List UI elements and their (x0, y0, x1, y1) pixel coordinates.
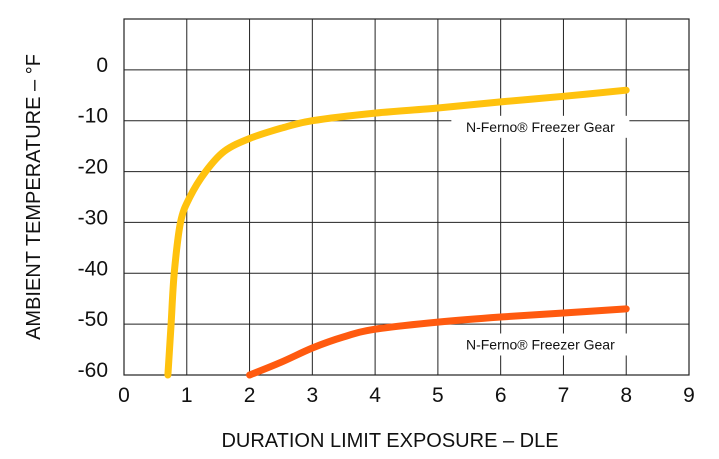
series-labels: N-Ferno® Freezer Gear N-Ferno® Freezer Ge… (451, 115, 630, 356)
y-tick-label: -30 (78, 206, 108, 229)
series-label-box (451, 115, 630, 138)
x-tick-label: 9 (683, 384, 695, 407)
y-tick-label: -50 (78, 308, 108, 331)
y-tick-label: -10 (78, 105, 108, 128)
y-tick-label: 0 (96, 54, 108, 77)
series-line-2 (246, 305, 630, 379)
y-tick-label: -40 (78, 257, 108, 280)
y-axis-title: AMBIENT TEMPERATURE – °F (23, 54, 45, 340)
x-tick-label: 1 (181, 384, 193, 407)
plot-background (124, 19, 689, 375)
x-tick-label: 6 (495, 384, 507, 407)
x-tick-label: 4 (369, 384, 381, 407)
x-tick-label: 0 (118, 384, 130, 407)
y-tick-label: -20 (78, 156, 108, 179)
series-label-2: N-Ferno® Freezer Gear (466, 336, 615, 352)
y-tick-label: -60 (78, 359, 108, 382)
series-label-box (451, 333, 630, 356)
grid (123, 18, 690, 376)
series-label-1: N-Ferno® Freezer Gear (466, 119, 615, 135)
plot-frame (123, 18, 690, 376)
series-line-1 (164, 86, 630, 379)
x-axis-ticks: 0 1 2 3 4 5 6 7 8 9 (118, 384, 695, 407)
x-axis-title: DURATION LIMIT EXPOSURE – DLE (221, 430, 558, 452)
y-axis-ticks: 0 -10 -20 -30 -40 -50 -60 (78, 54, 108, 382)
x-tick-label: 5 (432, 384, 444, 407)
series-group (164, 86, 630, 379)
x-tick-label: 3 (306, 384, 318, 407)
x-tick-label: 2 (244, 384, 256, 407)
x-tick-label: 8 (620, 384, 632, 407)
x-tick-label: 7 (558, 384, 570, 407)
